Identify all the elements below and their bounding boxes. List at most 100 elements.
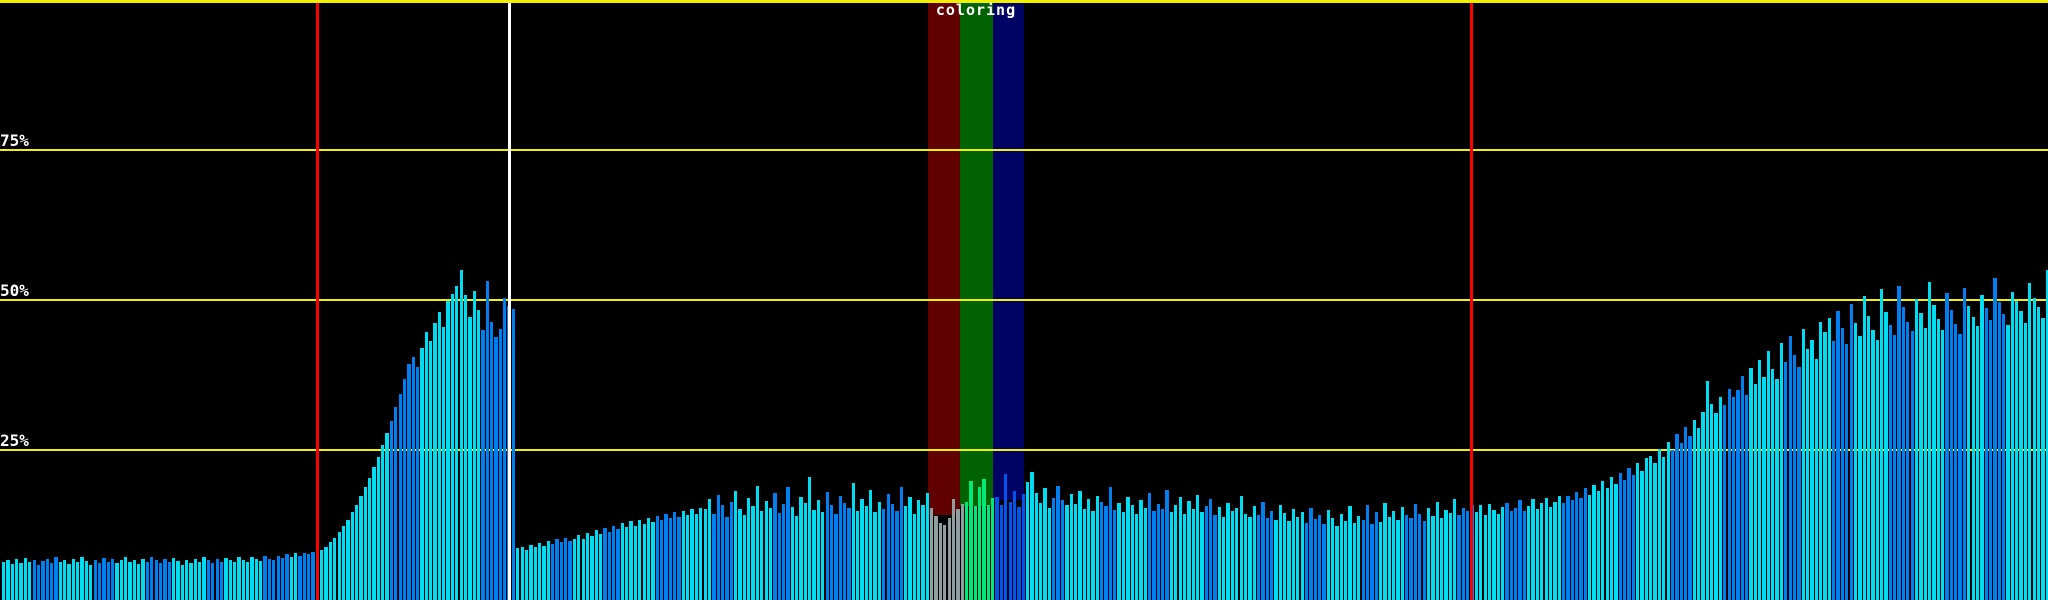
frame-bar [2010, 291, 2015, 600]
frame-bar [76, 562, 80, 600]
frame-bar [1592, 484, 1596, 600]
frame-bar [324, 546, 328, 600]
frame-bar [668, 518, 672, 600]
frame-bar [943, 525, 947, 600]
frame-bar [1958, 333, 1962, 600]
frame-bar [1182, 514, 1187, 600]
frame-bar [1771, 369, 1775, 600]
frame-bar [376, 456, 381, 600]
frame-bar [1866, 315, 1871, 600]
frame-bar [1967, 306, 1971, 600]
frame-bar [1566, 495, 1570, 600]
frame-bar [572, 538, 577, 600]
frame-bar [163, 559, 167, 600]
y-axis-label-25: 25% [0, 431, 29, 450]
frame-bar [1980, 295, 1984, 600]
frame-bar [232, 562, 237, 600]
frame-bar [860, 498, 864, 600]
frame-bar [180, 564, 184, 600]
frame-bar [516, 548, 520, 600]
frame-bar [1104, 506, 1108, 600]
frame-bar [655, 516, 659, 600]
frame-bar [1775, 379, 1779, 600]
frame-bar [1156, 504, 1160, 600]
frame-bar [559, 542, 564, 600]
frame-bar [1126, 496, 1130, 600]
frame-bar [1784, 362, 1788, 600]
frame-bar [1439, 517, 1444, 600]
frame-bar [908, 497, 912, 600]
frame-bar [1387, 517, 1391, 600]
frame-bar [1361, 519, 1365, 600]
frame-bar [1997, 302, 2001, 600]
frame-bar [973, 506, 977, 600]
frame-bar [1871, 330, 1875, 600]
coloring-label: coloring [935, 1, 1017, 19]
frame-bar [1910, 331, 1914, 600]
frame-bar [1461, 507, 1466, 600]
frame-bar [1975, 326, 1980, 600]
frame-bar [1117, 502, 1121, 600]
frame-bar [1448, 513, 1452, 600]
frame-bar [1409, 518, 1413, 600]
frame-bar [877, 501, 882, 600]
frame-bar [1165, 489, 1169, 600]
frame-bar [503, 297, 507, 600]
frame-bar [1836, 310, 1840, 600]
frame-bar [202, 557, 206, 600]
frame-bar [1086, 499, 1091, 600]
frame-bar [10, 564, 14, 600]
frame-bar [1971, 316, 1975, 600]
frame-bar [873, 511, 877, 600]
frame-bar [1313, 519, 1317, 600]
frame-bar [1453, 499, 1457, 600]
frame-bar [1727, 388, 1731, 600]
frame-bar [1888, 325, 1893, 600]
frame-bar [590, 536, 594, 600]
frame-bar [646, 517, 651, 600]
frame-bar [1561, 502, 1566, 600]
frame-bar [1344, 520, 1348, 600]
frame-bar [1413, 504, 1418, 600]
frame-bar [1653, 462, 1657, 600]
frame-bar [1392, 510, 1396, 600]
frame-bar [1988, 320, 1993, 600]
frame-bar [864, 505, 869, 600]
frame-bar [851, 483, 855, 600]
frame-bar [2006, 325, 2010, 600]
highlight-band [928, 3, 960, 515]
frame-bar [960, 504, 964, 600]
frame-bar [1923, 327, 1927, 600]
frame-bar [1021, 494, 1025, 600]
frame-bar [821, 512, 825, 600]
frame-bar [511, 309, 516, 600]
frame-bar [1025, 482, 1030, 600]
frame-bar [1270, 510, 1274, 600]
frame-bar [224, 558, 228, 600]
frame-bar [1522, 510, 1527, 600]
frame-bar [80, 556, 84, 600]
frame-bar [1082, 508, 1086, 600]
frame-bar [1801, 328, 1805, 600]
frame-bar [311, 552, 315, 600]
frame-bar [1644, 458, 1649, 600]
frame-bar [459, 270, 463, 600]
frame-bar [359, 496, 363, 600]
frame-bar [263, 556, 267, 600]
frame-bar [564, 537, 568, 600]
frame-bar [1339, 513, 1344, 600]
frame-bar [1618, 472, 1622, 600]
frame-bar [847, 507, 851, 600]
frame-bar [555, 539, 559, 600]
frame-bar [577, 535, 581, 600]
frame-bar [1919, 313, 1923, 600]
frame-bar [2023, 322, 2028, 600]
frame-bar [1984, 308, 1988, 600]
frame-bar [320, 550, 324, 600]
frame-bar [36, 564, 41, 600]
frame-bar [1845, 344, 1849, 600]
frame-bar [1483, 514, 1487, 600]
frame-bar [158, 563, 163, 600]
frame-bar [128, 562, 132, 600]
frame-bar [228, 560, 232, 600]
